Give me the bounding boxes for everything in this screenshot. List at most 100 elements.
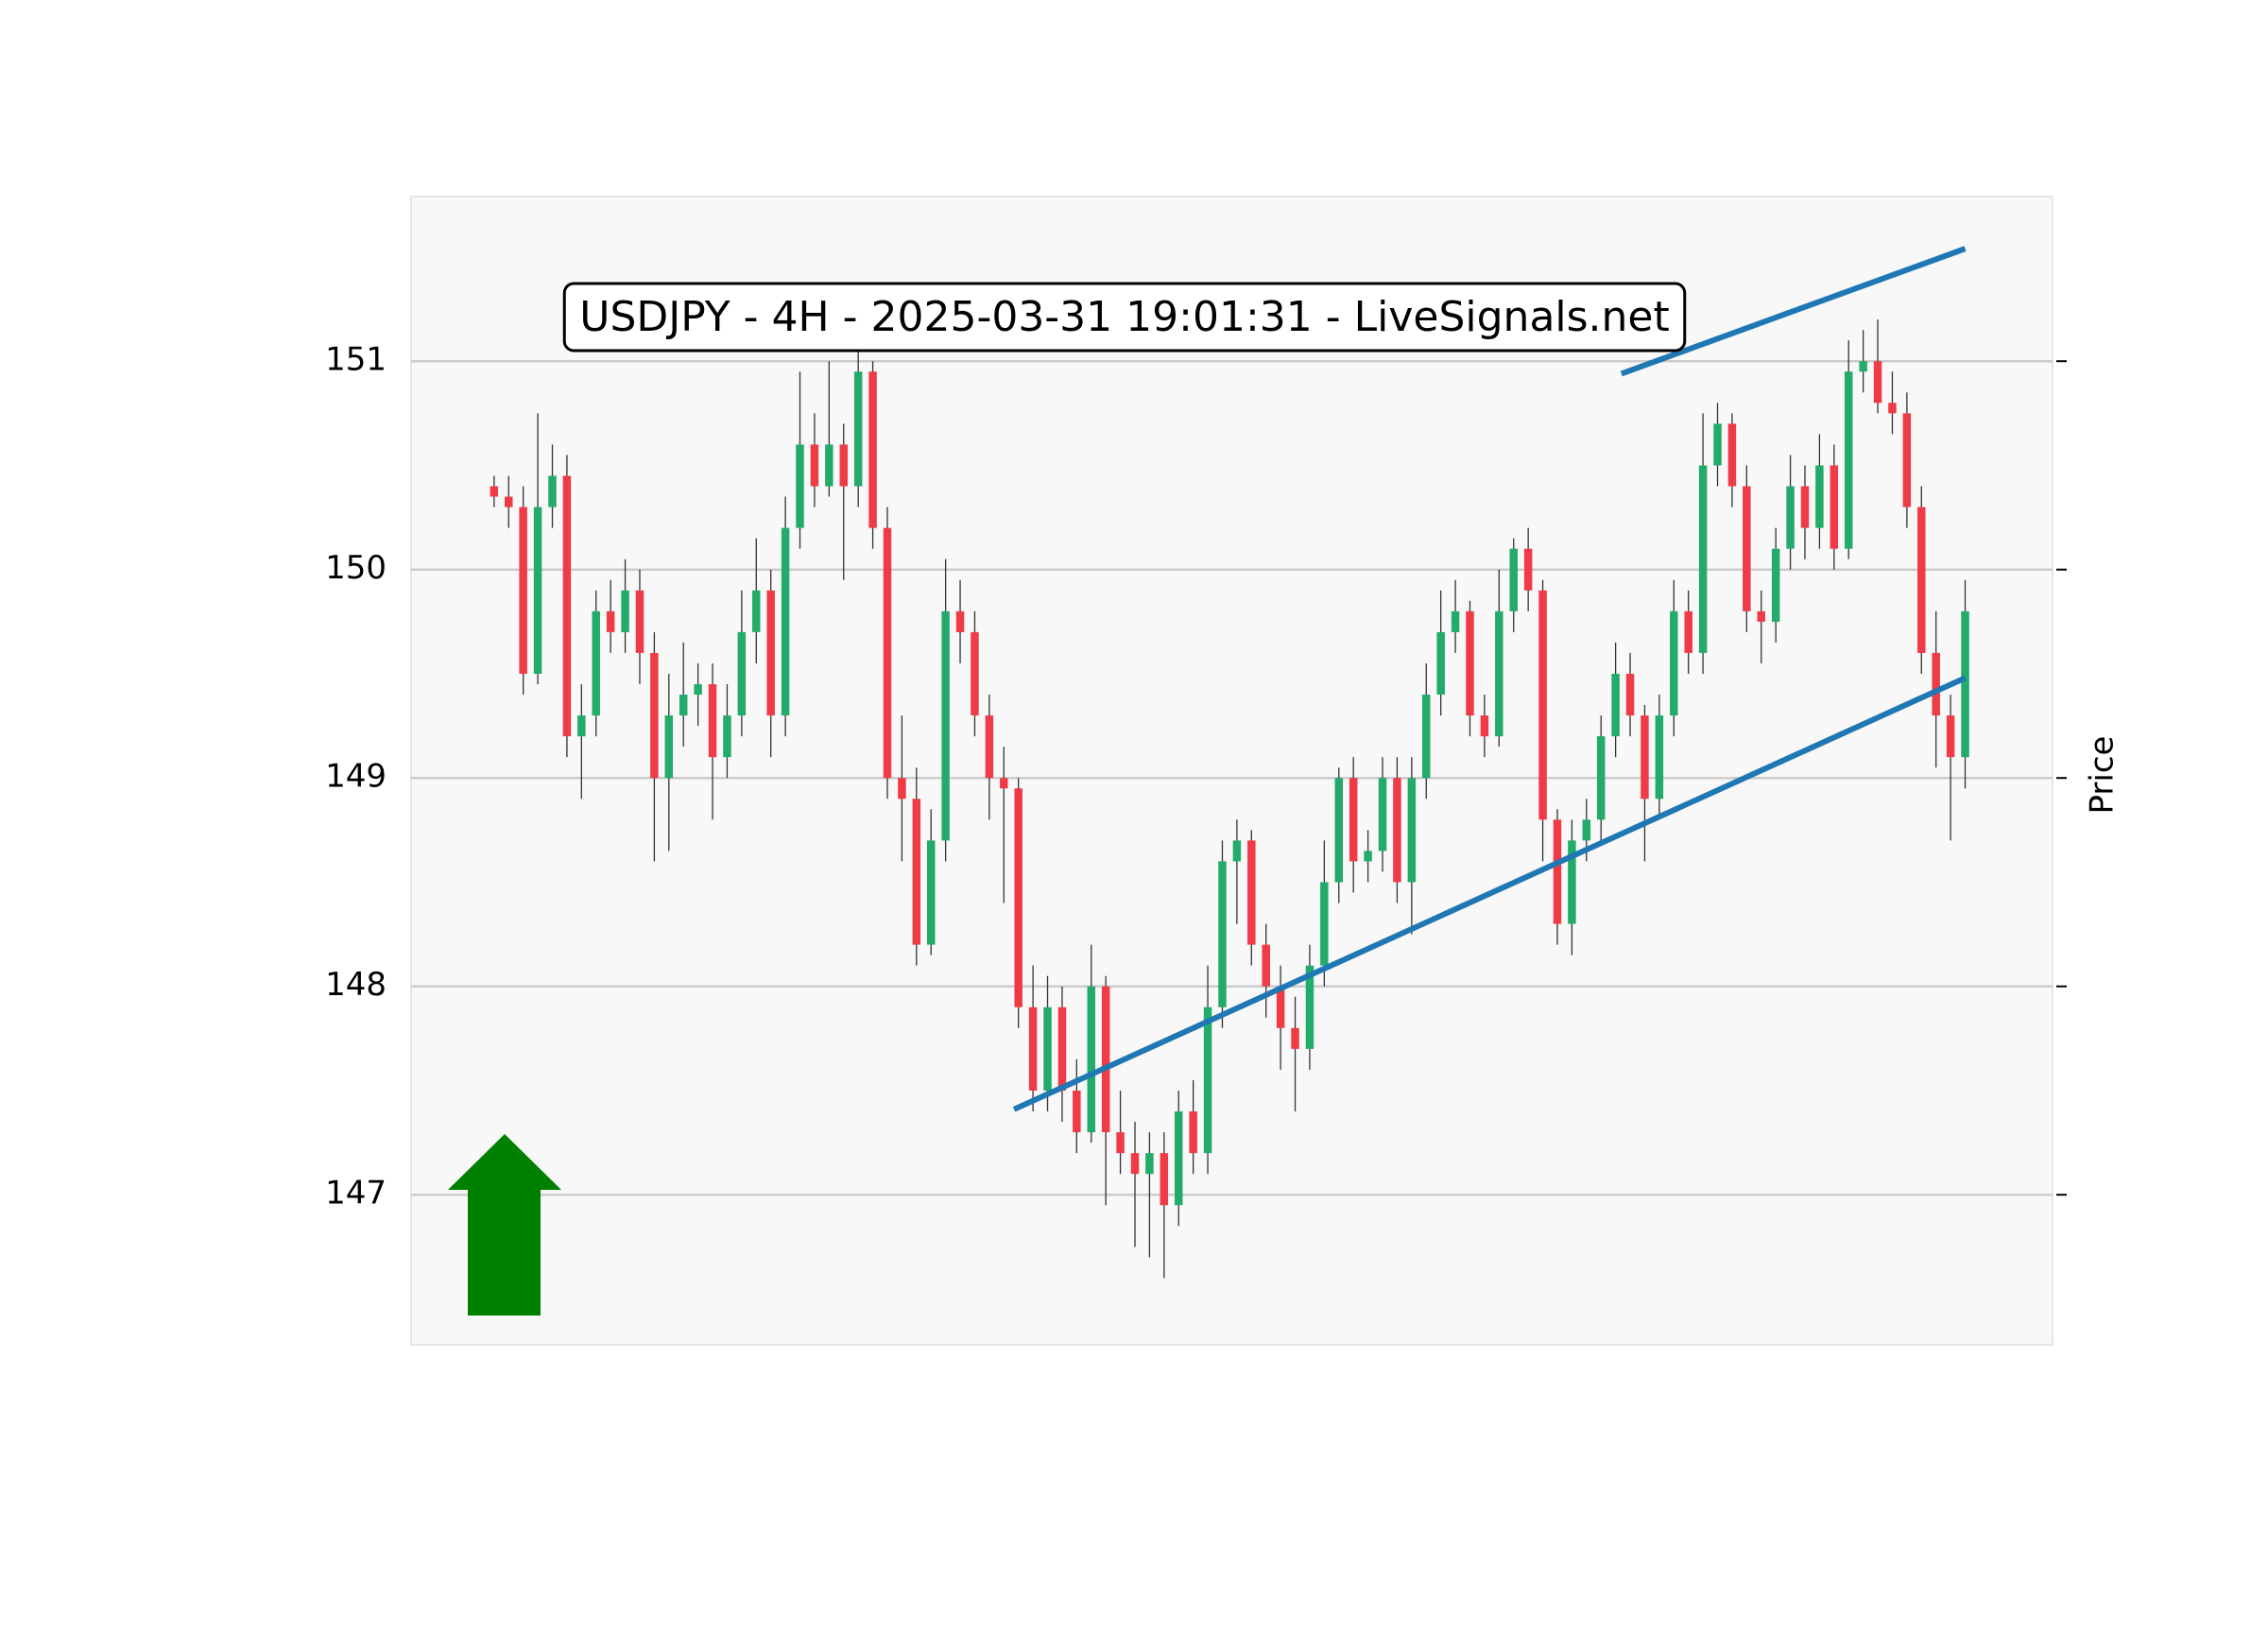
candle-body [1087,986,1096,1133]
trendline [1012,675,1967,1112]
y-axis-label: Price [2084,736,2122,815]
candle-body [1932,652,1940,716]
candle-body [1057,1006,1067,1091]
candle-body [1262,944,1270,987]
candle-body [1859,361,1867,372]
candle-body [1509,548,1518,611]
candle-body [1378,778,1387,851]
candle-body [781,527,790,716]
candle-body [606,611,615,632]
candle-body [519,507,527,674]
candle-body [1203,1006,1212,1154]
candle-body [1364,851,1372,862]
candle-body [1568,840,1576,924]
candle-body [1014,788,1022,1007]
candle-body [1946,715,1955,758]
y-tick-label: 149 [325,758,387,796]
candle-body [1684,611,1692,653]
candle-body [592,611,600,716]
title-frame [562,282,1687,353]
candle-body [679,695,688,716]
candle-body [1670,611,1678,716]
trendlines [1012,246,1967,1112]
candle-body [926,840,936,945]
candle-body [1713,423,1722,466]
candle-body [650,652,659,779]
title-box: USDJPY - 4H - 2025-03-31 19:01:31 - Live… [562,282,1687,353]
candles [490,319,1969,1279]
candle-body [533,507,542,674]
candle-body [1771,548,1780,622]
candle-body [839,444,848,487]
candle-body [577,715,586,737]
candle-body [1466,611,1474,716]
candle-body [694,683,702,696]
candle-body [1218,861,1227,1007]
candle-body [1888,403,1897,414]
candle-body [1523,548,1533,591]
candle-body [1727,423,1737,487]
candle-body [853,371,863,487]
candle-body [1101,986,1110,1133]
candle-body [1582,819,1591,841]
candle-body [912,799,921,945]
candle-body [1844,371,1853,549]
candle-body [708,683,717,758]
signal-arrow [448,1134,561,1316]
candle-body [1596,736,1606,820]
candle-body [883,527,892,779]
candle-body [1917,507,1926,653]
candle-body [548,475,557,507]
candle-body [971,631,979,716]
y-tick-label: 147 [325,1175,387,1213]
candle-body [1028,1006,1038,1091]
candle-body [1320,882,1329,966]
candle-body [1743,486,1751,611]
y-tick-label: 150 [325,549,387,587]
candle-body [1538,590,1547,820]
candle-body [1757,611,1765,622]
candle-body [1160,1153,1169,1206]
candle-body [1073,1090,1081,1133]
candle-body [1553,819,1562,924]
candle-body [1175,1111,1183,1206]
candle-body [1451,611,1460,632]
candle-body [825,444,833,487]
candle-body [1189,1111,1197,1154]
plot-area [410,196,2053,1346]
trendline [1620,246,1967,377]
candle-body [1291,1027,1299,1049]
candle-body [1641,715,1649,800]
candle-body [1349,778,1358,862]
candle-body [490,486,499,497]
candle-body [898,778,906,800]
candle-body [1625,673,1635,716]
candle-body [941,611,950,841]
candle-body [1043,1006,1052,1091]
candle-body [1800,486,1810,528]
candle-body [1422,695,1431,779]
candle-body [1436,631,1445,696]
candle-body [1145,1153,1154,1175]
y-tick-label: 151 [325,341,387,379]
candle-body [1276,986,1285,1028]
candle-body [1495,611,1503,737]
candle-body [1655,715,1664,800]
candle-body [723,715,731,758]
candle-body [1232,840,1242,862]
candle-body [1407,778,1417,883]
candle-body [1698,465,1708,653]
candle-body [562,475,572,737]
candle-body [1305,965,1314,1049]
candle-body [1830,465,1839,549]
candle-body [664,715,674,779]
candle-body [635,590,644,653]
candle-body [1247,840,1256,945]
candle-body [505,496,513,507]
candle-body [1873,361,1882,404]
candle-body [1334,778,1344,883]
chart-title: USDJPY - 4H - 2025-03-31 19:01:31 - Live… [579,293,1670,341]
candle-body [1961,611,1969,758]
